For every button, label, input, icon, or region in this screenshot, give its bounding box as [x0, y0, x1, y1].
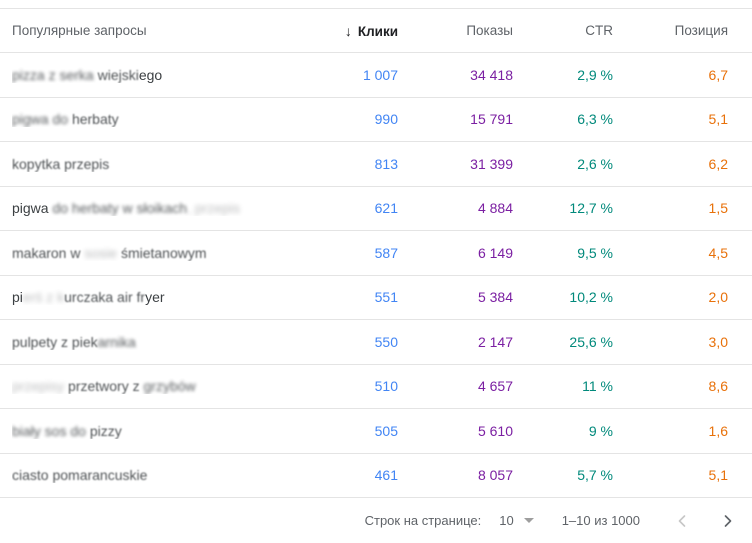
- column-header-clicks-label: Клики: [357, 23, 398, 39]
- query-cell: pigwa do herbaty w słoikach, przepis: [12, 200, 241, 217]
- chevron-right-icon: [724, 514, 732, 527]
- table-row[interactable]: pigwa do herbaty w słoikach, przepis 621 4…: [0, 187, 752, 231]
- column-header-clicks[interactable]: ↓ Клики: [288, 23, 398, 39]
- position-cell: 6,7: [708, 66, 728, 83]
- ctr-cell: 11 %: [582, 378, 613, 395]
- impressions-cell: 5 384: [477, 289, 513, 306]
- clicks-cell: 1 007: [362, 66, 398, 83]
- position-cell: 3,0: [708, 333, 728, 350]
- impressions-cell: 8 057: [477, 467, 513, 484]
- ctr-cell: 2,6 %: [577, 155, 613, 172]
- position-cell: 2,0: [708, 289, 728, 306]
- query-cell: pizza z serka wiejskiego: [12, 66, 163, 83]
- table-row[interactable]: pizza z serka wiejskiego 1 007 34 418 2,9 %…: [0, 53, 752, 98]
- table-row[interactable]: pulpety z piekarnika 550 2 147 25,6 % 3,0: [0, 320, 752, 365]
- clicks-cell: 587: [374, 244, 398, 261]
- table-body: pizza z serka wiejskiego 1 007 34 418 2,9 %…: [0, 53, 752, 498]
- position-cell: 4,5: [708, 244, 728, 261]
- ctr-cell: 25,6 %: [569, 333, 613, 350]
- position-cell: 8,6: [708, 378, 728, 395]
- clicks-cell: 550: [374, 333, 398, 350]
- clicks-cell: 510: [374, 378, 398, 395]
- ctr-cell: 5,7 %: [577, 467, 613, 484]
- ctr-cell: 9,5 %: [577, 244, 613, 261]
- query-cell: biały sos do pizzy: [12, 422, 122, 439]
- chevron-left-icon: [678, 514, 686, 527]
- impressions-cell: 2 147: [477, 333, 513, 350]
- table-row[interactable]: pierś z kurczaka air fryer 551 5 384 10,2 %…: [0, 276, 752, 320]
- position-cell: 1,6: [708, 422, 728, 439]
- table-row[interactable]: makaron w sosie śmietanowym 587 6 149 9,5 %…: [0, 231, 752, 276]
- impressions-cell: 6 149: [477, 244, 513, 261]
- impressions-cell: 4 884: [477, 200, 513, 217]
- clicks-cell: 505: [374, 422, 398, 439]
- clicks-cell: 990: [374, 111, 398, 128]
- previous-page-button[interactable]: [670, 509, 694, 533]
- ctr-cell: 6,3 %: [577, 111, 613, 128]
- position-cell: 5,1: [708, 467, 728, 484]
- queries-table: Популярные запросы ↓ Клики Показы CTR Поз…: [0, 8, 752, 543]
- clicks-cell: 813: [374, 155, 398, 172]
- impressions-cell: 31 399: [470, 155, 513, 172]
- rows-per-page-label: Строк на странице:: [364, 513, 482, 528]
- column-header-impressions[interactable]: Показы: [466, 23, 513, 38]
- ctr-cell: 2,9 %: [577, 66, 613, 83]
- table-row[interactable]: przepisy przetwory z grzybów 510 4 657 11 %…: [0, 365, 752, 409]
- rows-per-page-select[interactable]: 10: [499, 513, 534, 528]
- table-row[interactable]: ciasto pomarancuskie 461 8 057 5,7 % 5,1: [0, 454, 752, 498]
- query-cell: przepisy przetwory z grzybów: [12, 378, 196, 395]
- table-row[interactable]: biały sos do pizzy 505 5 610 9 % 1,6: [0, 409, 752, 454]
- impressions-cell: 5 610: [477, 422, 513, 439]
- sort-descending-icon: ↓: [344, 22, 352, 39]
- pagination-range-label: 1–10 из 1000: [561, 513, 640, 528]
- column-header-queries[interactable]: Популярные запросы: [12, 23, 147, 38]
- table-row[interactable]: pigwa do herbaty 990 15 791 6,3 % 5,1: [0, 98, 752, 142]
- impressions-cell: 15 791: [470, 111, 513, 128]
- position-cell: 1,5: [708, 200, 728, 217]
- dropdown-caret-icon: [523, 518, 534, 523]
- clicks-cell: 621: [374, 200, 398, 217]
- impressions-cell: 34 418: [470, 66, 513, 83]
- ctr-cell: 10,2 %: [569, 289, 613, 306]
- clicks-cell: 461: [374, 467, 398, 484]
- column-header-position[interactable]: Позиция: [674, 23, 728, 38]
- pagination-bar: Строк на странице: 10 1–10 из 1000: [0, 498, 752, 543]
- query-cell: pierś z kurczaka air fryer: [12, 289, 165, 306]
- clicks-cell: 551: [374, 289, 398, 306]
- impressions-cell: 4 657: [477, 378, 513, 395]
- ctr-cell: 12,7 %: [569, 200, 613, 217]
- next-page-button[interactable]: [716, 509, 740, 533]
- position-cell: 5,1: [708, 111, 728, 128]
- position-cell: 6,2: [708, 155, 728, 172]
- query-cell: kopytka przepis: [12, 155, 110, 172]
- table-row[interactable]: kopytka przepis 813 31 399 2,6 % 6,2: [0, 142, 752, 187]
- query-cell: pulpety z piekarnika: [12, 333, 136, 350]
- table-header: Популярные запросы ↓ Клики Показы CTR Поз…: [0, 8, 752, 53]
- query-cell: pigwa do herbaty: [12, 111, 119, 128]
- query-cell: ciasto pomarancuskie: [12, 467, 148, 484]
- rows-per-page-value: 10: [499, 513, 514, 528]
- column-header-ctr[interactable]: CTR: [585, 23, 613, 38]
- ctr-cell: 9 %: [588, 422, 613, 439]
- query-cell: makaron w sosie śmietanowym: [12, 244, 207, 261]
